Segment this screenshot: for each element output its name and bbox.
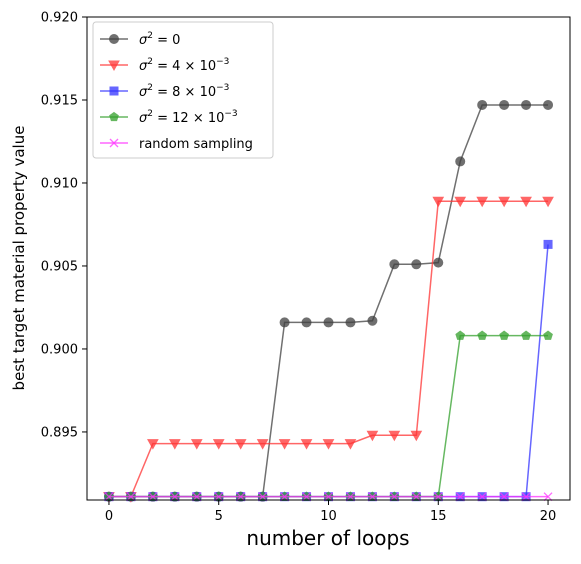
data-point <box>521 492 531 502</box>
data-point <box>499 492 509 502</box>
x-tick-label: 10 <box>320 509 337 524</box>
data-point <box>433 492 443 502</box>
legend-marker <box>108 60 120 72</box>
data-point <box>388 430 401 442</box>
data-point <box>432 196 445 208</box>
x-axis-label: number of loops <box>246 526 409 550</box>
legend-item: σ2 = 12 × 10−3 <box>100 109 238 126</box>
data-point <box>256 439 269 450</box>
data-point <box>234 439 247 450</box>
data-point <box>543 492 553 502</box>
data-point <box>521 99 532 110</box>
data-point <box>279 317 290 328</box>
x-tick-label: 5 <box>215 509 223 524</box>
data-point <box>520 196 532 208</box>
legend-marker <box>109 111 119 122</box>
data-point <box>543 330 553 340</box>
legend-marker <box>109 34 119 44</box>
data-point <box>521 330 531 340</box>
series-layer <box>103 99 554 503</box>
data-point <box>542 196 554 208</box>
data-point <box>322 439 335 450</box>
data-point <box>280 492 290 502</box>
series-4 <box>104 492 553 502</box>
data-point <box>190 439 203 450</box>
data-point <box>433 257 444 268</box>
data-point <box>192 492 202 502</box>
legend-item: random sampling <box>100 137 253 152</box>
data-point <box>411 492 421 502</box>
data-point <box>323 317 334 328</box>
y-axis-label: best target material property value <box>10 126 28 391</box>
legend-box <box>92 21 274 159</box>
y-tick-label: 0.910 <box>41 176 78 191</box>
data-point <box>278 439 291 450</box>
y-tick-label: 0.915 <box>41 93 78 108</box>
legend: σ2 = 0 σ2 = 4 × 10−3 σ2 = 8 × 10−3 σ2 = 12 … <box>92 21 274 159</box>
data-point <box>148 492 158 502</box>
data-point <box>410 430 423 442</box>
x-tick-label: 15 <box>430 509 447 524</box>
legend-label: random sampling <box>139 137 253 152</box>
y-tick-label: 0.905 <box>41 259 78 274</box>
legend-label: σ2 = 0 <box>139 31 180 48</box>
legend-label: σ2 = 12 × 10−3 <box>139 109 238 126</box>
data-point <box>411 259 422 270</box>
data-point <box>455 156 466 167</box>
data-point <box>324 492 333 502</box>
data-point <box>168 439 181 450</box>
data-point <box>455 492 465 502</box>
data-point <box>389 259 400 270</box>
data-point <box>499 330 510 340</box>
data-point <box>345 492 355 502</box>
data-point <box>477 492 487 502</box>
data-point <box>367 315 378 326</box>
data-point <box>301 317 312 328</box>
legend-marker <box>109 86 119 96</box>
data-point <box>389 492 399 502</box>
data-point <box>147 439 159 450</box>
y-tick-label: 0.895 <box>41 425 78 440</box>
data-point <box>454 196 467 208</box>
data-point <box>126 492 136 502</box>
data-point <box>104 492 114 502</box>
x-tick-label: 0 <box>105 509 113 524</box>
data-point <box>477 330 488 340</box>
data-point <box>543 239 553 249</box>
data-point <box>499 99 510 110</box>
legend-label: σ2 = 8 × 10−3 <box>139 83 229 100</box>
data-point <box>477 99 488 110</box>
data-point <box>214 492 224 502</box>
data-point <box>498 196 510 208</box>
data-point <box>302 492 312 502</box>
legend-label: σ2 = 4 × 10−3 <box>139 57 229 74</box>
y-tick-label: 0.900 <box>41 342 78 357</box>
data-point <box>543 99 554 110</box>
x-tick-label: 20 <box>540 509 557 524</box>
data-point <box>300 439 313 450</box>
data-point <box>345 317 356 328</box>
data-point <box>170 492 180 502</box>
legend-item: σ2 = 4 × 10−3 <box>100 57 229 74</box>
x-axis: 0 5 10 15 20 <box>105 500 557 524</box>
legend-marker <box>109 138 119 148</box>
data-point <box>236 492 246 502</box>
y-tick-label: 0.920 <box>41 11 78 26</box>
data-point <box>367 492 377 502</box>
data-point <box>212 439 225 450</box>
legend-item: σ2 = 0 <box>100 31 180 48</box>
data-point <box>476 196 489 208</box>
y-axis: 0.895 0.900 0.905 0.910 0.915 0.920 <box>41 11 87 440</box>
legend-item: σ2 = 8 × 10−3 <box>100 83 229 100</box>
data-point <box>455 330 466 340</box>
data-point <box>366 430 379 442</box>
data-point <box>344 439 357 450</box>
data-point <box>258 492 268 502</box>
